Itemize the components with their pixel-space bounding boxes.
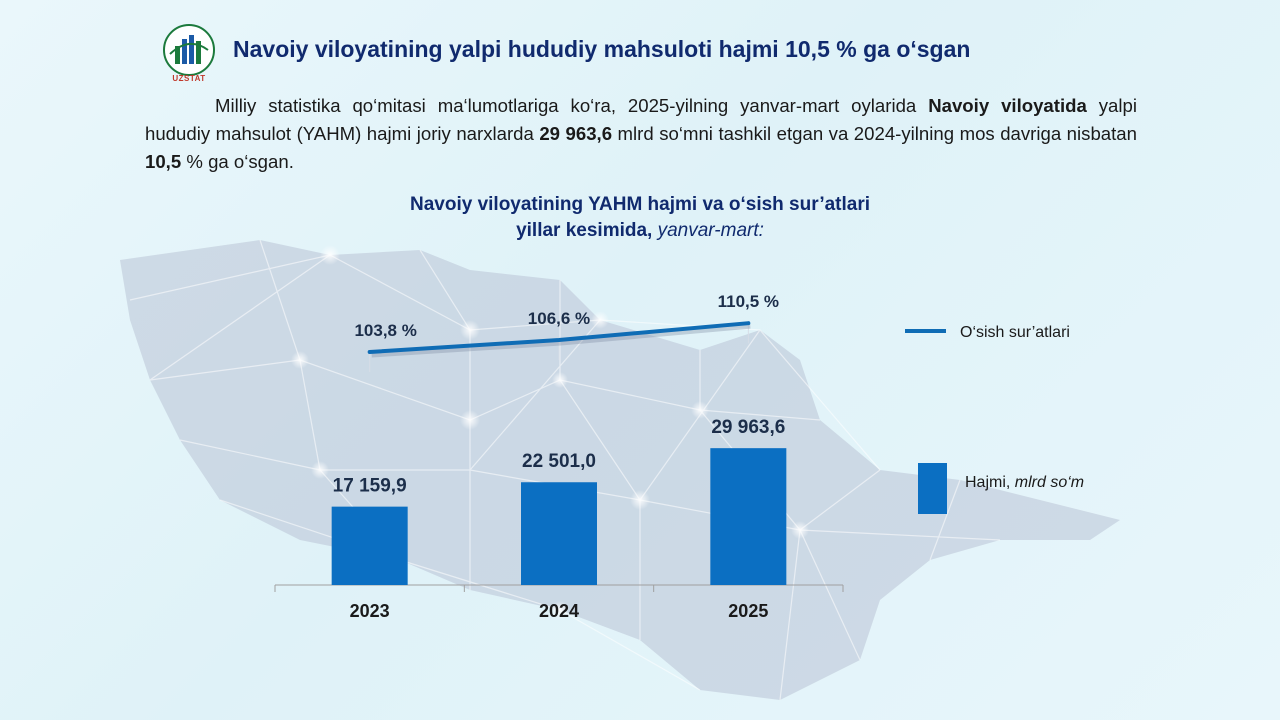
intro-paragraph: Milliy statistika qo‘mitasi ma‘lumotlari… — [145, 92, 1137, 176]
bar-label-2024: 22 501,0 — [522, 451, 596, 472]
chart-title-line1: Navoiy viloyatining YAHM hajmi va o‘sish… — [409, 194, 871, 215]
growth-line-shadow — [371, 323, 751, 358]
bar-2024 — [521, 482, 597, 585]
chart-title-line2-italic: yanvar-mart: — [657, 220, 764, 241]
legend-line-label: O‘sish sur’atlari — [960, 324, 1070, 341]
intro-text-2: yalpi hududiy mahsulot (YAHM) hajmi jori… — [145, 95, 1137, 144]
growth-point-2024 — [557, 338, 561, 342]
chart-title-line2: yillar kesimida, yanvar-mart: — [240, 218, 1040, 244]
line-label-2025: 110,5 % — [718, 292, 779, 311]
line-label-2023: 103,8 % — [354, 321, 416, 340]
intro-bold-value: 29 963,6 — [539, 123, 613, 144]
bar-label-2023: 17 159,9 — [333, 476, 407, 497]
legend-bar-swatch — [918, 463, 947, 514]
intro-bold-growth: 10,5 — [145, 151, 182, 172]
chart-title-line2-text: yillar kesimida, — [516, 220, 658, 241]
growth-point-2025 — [746, 321, 750, 325]
chart-title: Navoiy viloyatining YAHM hajmi va o‘sish… — [240, 192, 1040, 244]
line-label-2024: 106,6 % — [528, 309, 590, 328]
bar-2025 — [710, 448, 787, 585]
logo-emblem — [163, 24, 215, 76]
uzstat-logo: UZSTAT — [160, 24, 218, 83]
legend-bar-label-unit: mlrd so‘m — [1015, 474, 1084, 491]
bar-label-2025: 29 963,6 — [711, 417, 785, 438]
intro-bold-region: Navoiy viloyatida — [928, 95, 1087, 116]
intro-text-4: % ga o‘sgan. — [181, 151, 294, 172]
legend-bar-label-text: Hajmi, — [965, 474, 1015, 491]
logo-text: UZSTAT — [172, 74, 206, 83]
bar-2023 — [331, 506, 408, 585]
x-tick-label-2024: 2024 — [539, 601, 579, 621]
x-tick-label-2025: 2025 — [728, 601, 768, 621]
page-title: Navoiy viloyatining yalpi hududiy mahsul… — [233, 36, 971, 62]
legend-bar-label: Hajmi, mlrd so‘m — [965, 474, 1084, 491]
intro-text-3: mlrd so‘mni tashkil etgan va 2024-yilnin… — [612, 123, 1137, 144]
x-tick-label-2023: 2023 — [350, 601, 390, 621]
growth-point-2023 — [368, 350, 372, 354]
intro-text-1: Milliy statistika qo‘mitasi ma‘lumotlari… — [215, 95, 929, 116]
